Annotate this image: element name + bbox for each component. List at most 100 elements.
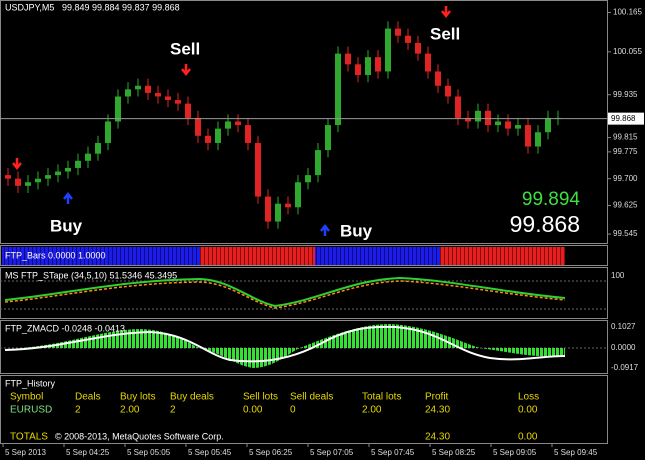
time-label: 5 Sep 07:45 — [371, 448, 415, 457]
buy-arrow — [320, 223, 330, 236]
candle-body — [475, 110, 481, 122]
buy-arrow — [63, 191, 73, 204]
table-cell: EURUSD — [10, 405, 52, 416]
last-price-big: 99.868 — [510, 211, 580, 237]
candle-body — [365, 57, 371, 76]
time-label: 5 Sep 05:45 — [188, 448, 232, 457]
candle-body — [5, 175, 11, 179]
candle-body — [405, 35, 411, 43]
y-tick-label: 100.165 — [613, 8, 642, 17]
candle-body — [485, 110, 491, 126]
signal-label: Buy — [50, 216, 83, 235]
y-tick-label: 99.815 — [613, 133, 638, 142]
scale-label: -0.0917 — [611, 363, 639, 372]
candle-body — [185, 103, 191, 118]
column-header: Sell deals — [290, 392, 333, 403]
candle-body — [355, 64, 361, 76]
candle-body — [285, 203, 291, 208]
candle-body — [65, 167, 71, 172]
candle-body — [385, 28, 391, 72]
candle-body — [545, 117, 551, 133]
candle-body — [445, 85, 451, 97]
candle-body — [105, 121, 111, 143]
table-cell: 0.00 — [243, 405, 263, 416]
time-label: 5 Sep 06:25 — [249, 448, 293, 457]
candle-body — [125, 89, 131, 97]
candle-body — [455, 96, 461, 118]
trend-bar — [200, 247, 315, 265]
symbol-label: USDJPY,M5 — [5, 2, 54, 12]
table-cell: 0 — [290, 405, 296, 416]
candle-body — [205, 135, 211, 143]
candle-body — [525, 125, 531, 147]
candle-body — [115, 96, 121, 122]
candle-body — [95, 142, 101, 154]
column-header: Buy lots — [120, 392, 156, 403]
table-cell: 2.00 — [362, 405, 382, 416]
signal-label: Sell — [430, 24, 460, 43]
candle-body — [315, 150, 321, 176]
scale-label: 100 — [611, 271, 625, 280]
candle-body — [535, 132, 541, 147]
candle-body — [495, 121, 501, 126]
indicator-label: MS FTP_STape (34,5,10) 51.5346 45.3495 — [5, 270, 177, 280]
trend-bar — [440, 247, 565, 265]
signal-label: Sell — [170, 39, 200, 58]
table-cell: 0.00 — [518, 405, 538, 416]
column-header: Deals — [75, 392, 101, 403]
candle-body — [85, 153, 91, 161]
table-cell: 2 — [170, 405, 176, 416]
column-header: Profit — [425, 392, 449, 403]
candle-body — [175, 100, 181, 104]
candle-body — [305, 175, 311, 183]
y-tick-label: 99.775 — [613, 147, 638, 156]
column-header: Symbol — [10, 392, 43, 403]
scale-label: 0.1027 — [611, 322, 636, 331]
indicator-label: FTP_ZMACD -0.0248 -0.0413 — [5, 323, 125, 333]
candle-body — [75, 160, 81, 168]
candle-body — [55, 171, 61, 176]
trend-bar — [315, 247, 440, 265]
candle-body — [45, 175, 51, 179]
time-label: 5 Sep 07:05 — [310, 448, 354, 457]
candle-body — [165, 96, 171, 101]
time-label: 5 Sep 04:25 — [66, 448, 110, 457]
panel-title: FTP_History — [5, 378, 56, 388]
y-tick-label: 99.700 — [613, 174, 638, 183]
candle-body — [425, 53, 431, 72]
candle-body — [145, 85, 151, 93]
signal-label: Buy — [340, 221, 373, 240]
column-header: Sell lots — [243, 392, 278, 403]
time-label: 5 Sep 2013 — [5, 448, 46, 457]
candle-body — [505, 121, 511, 129]
sell-arrow — [441, 6, 451, 19]
stape-line — [4, 276, 566, 308]
candle-body — [515, 125, 521, 129]
candle-body — [255, 142, 261, 197]
last-price-box — [608, 112, 644, 125]
candle-body — [335, 53, 341, 126]
candle-body — [415, 42, 421, 54]
column-header: Loss — [518, 392, 539, 403]
y-tick-label: 99.935 — [613, 90, 638, 99]
time-label: 5 Sep 09:05 — [493, 448, 537, 457]
candle-body — [375, 57, 381, 72]
totals-label: TOTALS — [10, 432, 48, 443]
candle-body — [215, 128, 221, 143]
candle-body — [345, 53, 351, 65]
zmacd-histogram — [20, 324, 565, 368]
candle-body — [15, 178, 21, 186]
candle-body — [265, 196, 271, 222]
total-profit: 24.30 — [425, 432, 450, 443]
sell-arrow — [181, 64, 191, 77]
candle-body — [295, 182, 301, 208]
time-label: 5 Sep 05:05 — [127, 448, 171, 457]
candle-body — [155, 92, 161, 97]
candle-body — [235, 121, 241, 126]
candle-body — [465, 117, 471, 122]
y-tick-label: 99.625 — [613, 201, 638, 210]
candle-body — [395, 28, 401, 36]
time-label: 5 Sep 08:25 — [432, 448, 476, 457]
table-cell: 24.30 — [425, 405, 450, 416]
